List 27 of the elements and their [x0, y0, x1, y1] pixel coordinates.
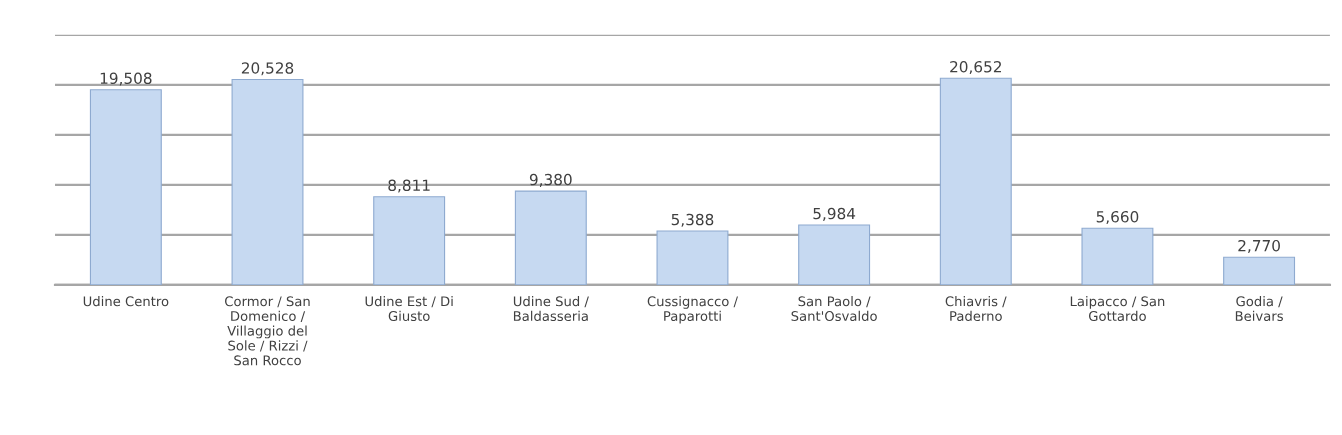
x-tick-label: Laipacco / San Gottardo	[1070, 296, 1165, 322]
data-label: 20,528	[241, 62, 294, 76]
data-label: 19,508	[100, 72, 152, 86]
bar	[656, 230, 729, 285]
x-tick-label: Cormor / San Domenico / Villaggio del Sole / Rizzi / San Rocco	[225, 296, 310, 366]
x-tick-label: Udine Est / Di Giusto	[365, 296, 453, 322]
bar	[514, 190, 587, 285]
x-tick-label: Chiavris / Paderno	[945, 296, 1007, 322]
data-label: 20,652	[950, 61, 1001, 75]
bar	[798, 224, 871, 285]
bar	[1081, 227, 1154, 285]
x-tick-label: San Paolo / Sant'Osvaldo	[791, 296, 877, 322]
data-label: 5,660	[1096, 211, 1139, 225]
bar	[373, 196, 446, 285]
bar	[231, 78, 304, 285]
data-label: 5,984	[813, 207, 856, 221]
bar	[939, 77, 1012, 285]
data-label: 9,380	[529, 173, 572, 187]
data-label: 2,770	[1238, 239, 1280, 254]
data-label: 5,388	[671, 213, 714, 227]
data-label: 8,811	[388, 179, 430, 193]
x-tick-label: Udine Sud / Baldasseria	[513, 296, 589, 322]
x-tick-label: Cussignacco / Paparotti	[647, 296, 738, 324]
bar	[1223, 256, 1296, 285]
bar	[89, 89, 162, 285]
x-tick-label: Udine Centro	[83, 296, 169, 307]
x-tick-label: Godia / Beivars	[1235, 296, 1283, 322]
